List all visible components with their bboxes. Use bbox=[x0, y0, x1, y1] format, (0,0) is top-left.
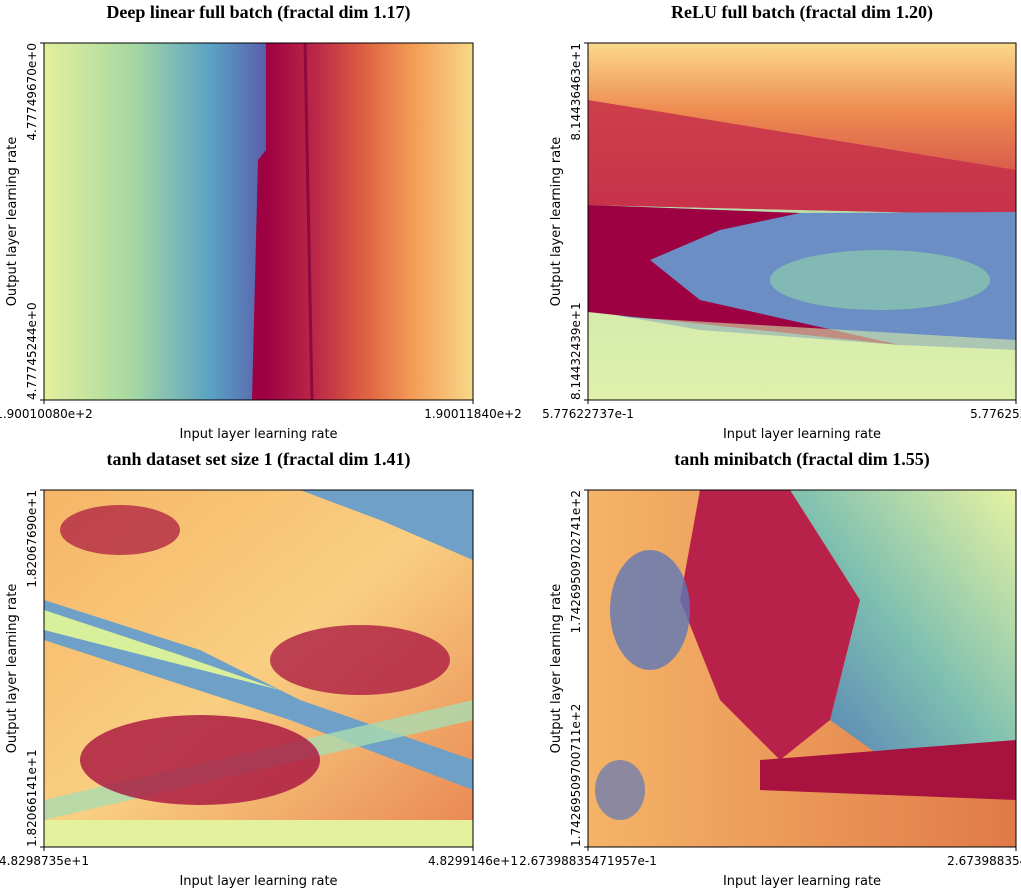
x-axis-label: Input layer learning rate bbox=[723, 427, 881, 442]
x-axis-label: Input layer learning rate bbox=[179, 874, 337, 889]
y-axis-label: Output layer learning rate bbox=[5, 137, 20, 307]
x-tick-label: 4.8299146e+1 bbox=[428, 854, 518, 868]
x-tick-label: 4.8298735e+1 bbox=[0, 854, 89, 868]
y-tick-label: 1.74269509700711e+2 bbox=[569, 704, 583, 847]
panel-title: Deep linear full batch (fractal dim 1.17… bbox=[106, 2, 410, 23]
x-axis-label: Input layer learning rate bbox=[179, 427, 337, 442]
y-tick-label: 8.14436463e+1 bbox=[569, 43, 583, 141]
y-tick-label: 4.77749670e+0 bbox=[25, 43, 39, 141]
heatmap-image bbox=[44, 43, 473, 400]
y-tick-label: 8.14432439e+1 bbox=[569, 302, 583, 400]
panel-title: tanh minibatch (fractal dim 1.55) bbox=[674, 449, 930, 470]
plot-frame bbox=[43, 489, 474, 848]
heatmap-image bbox=[588, 490, 1016, 847]
plot-frame bbox=[587, 489, 1017, 848]
plot-frame bbox=[43, 42, 474, 401]
x-tick-label: 2.67398835471957e-1 bbox=[519, 854, 657, 868]
y-tick-label: 1.82067690e+1 bbox=[25, 490, 39, 588]
heatmap-image bbox=[44, 490, 473, 847]
plot-frame bbox=[587, 42, 1017, 401]
panel-title: ReLU full batch (fractal dim 1.20) bbox=[671, 2, 933, 23]
panel-title: tanh dataset set size 1 (fractal dim 1.4… bbox=[107, 449, 411, 470]
y-axis-label: Output layer learning rate bbox=[549, 137, 564, 307]
x-axis-label: Input layer learning rate bbox=[723, 874, 881, 889]
y-tick-label: 1.74269509702741e+2 bbox=[569, 490, 583, 633]
y-axis-label: Output layer learning rate bbox=[5, 584, 20, 754]
y-axis-label: Output layer learning rate bbox=[549, 584, 564, 754]
heatmap-image bbox=[588, 43, 1016, 400]
x-tick-label: 1.90011840e+2 bbox=[424, 407, 522, 421]
y-tick-label: 1.82066141e+1 bbox=[25, 749, 39, 847]
x-tick-label: 5.77625590e-1 bbox=[970, 407, 1021, 421]
x-tick-label: 5.77622737e-1 bbox=[542, 407, 634, 421]
x-tick-label: 1.90010080e+2 bbox=[0, 407, 93, 421]
x-tick-label: 2.67398835475071e-1 bbox=[947, 854, 1021, 868]
y-tick-label: 4.77745244e+0 bbox=[25, 302, 39, 400]
